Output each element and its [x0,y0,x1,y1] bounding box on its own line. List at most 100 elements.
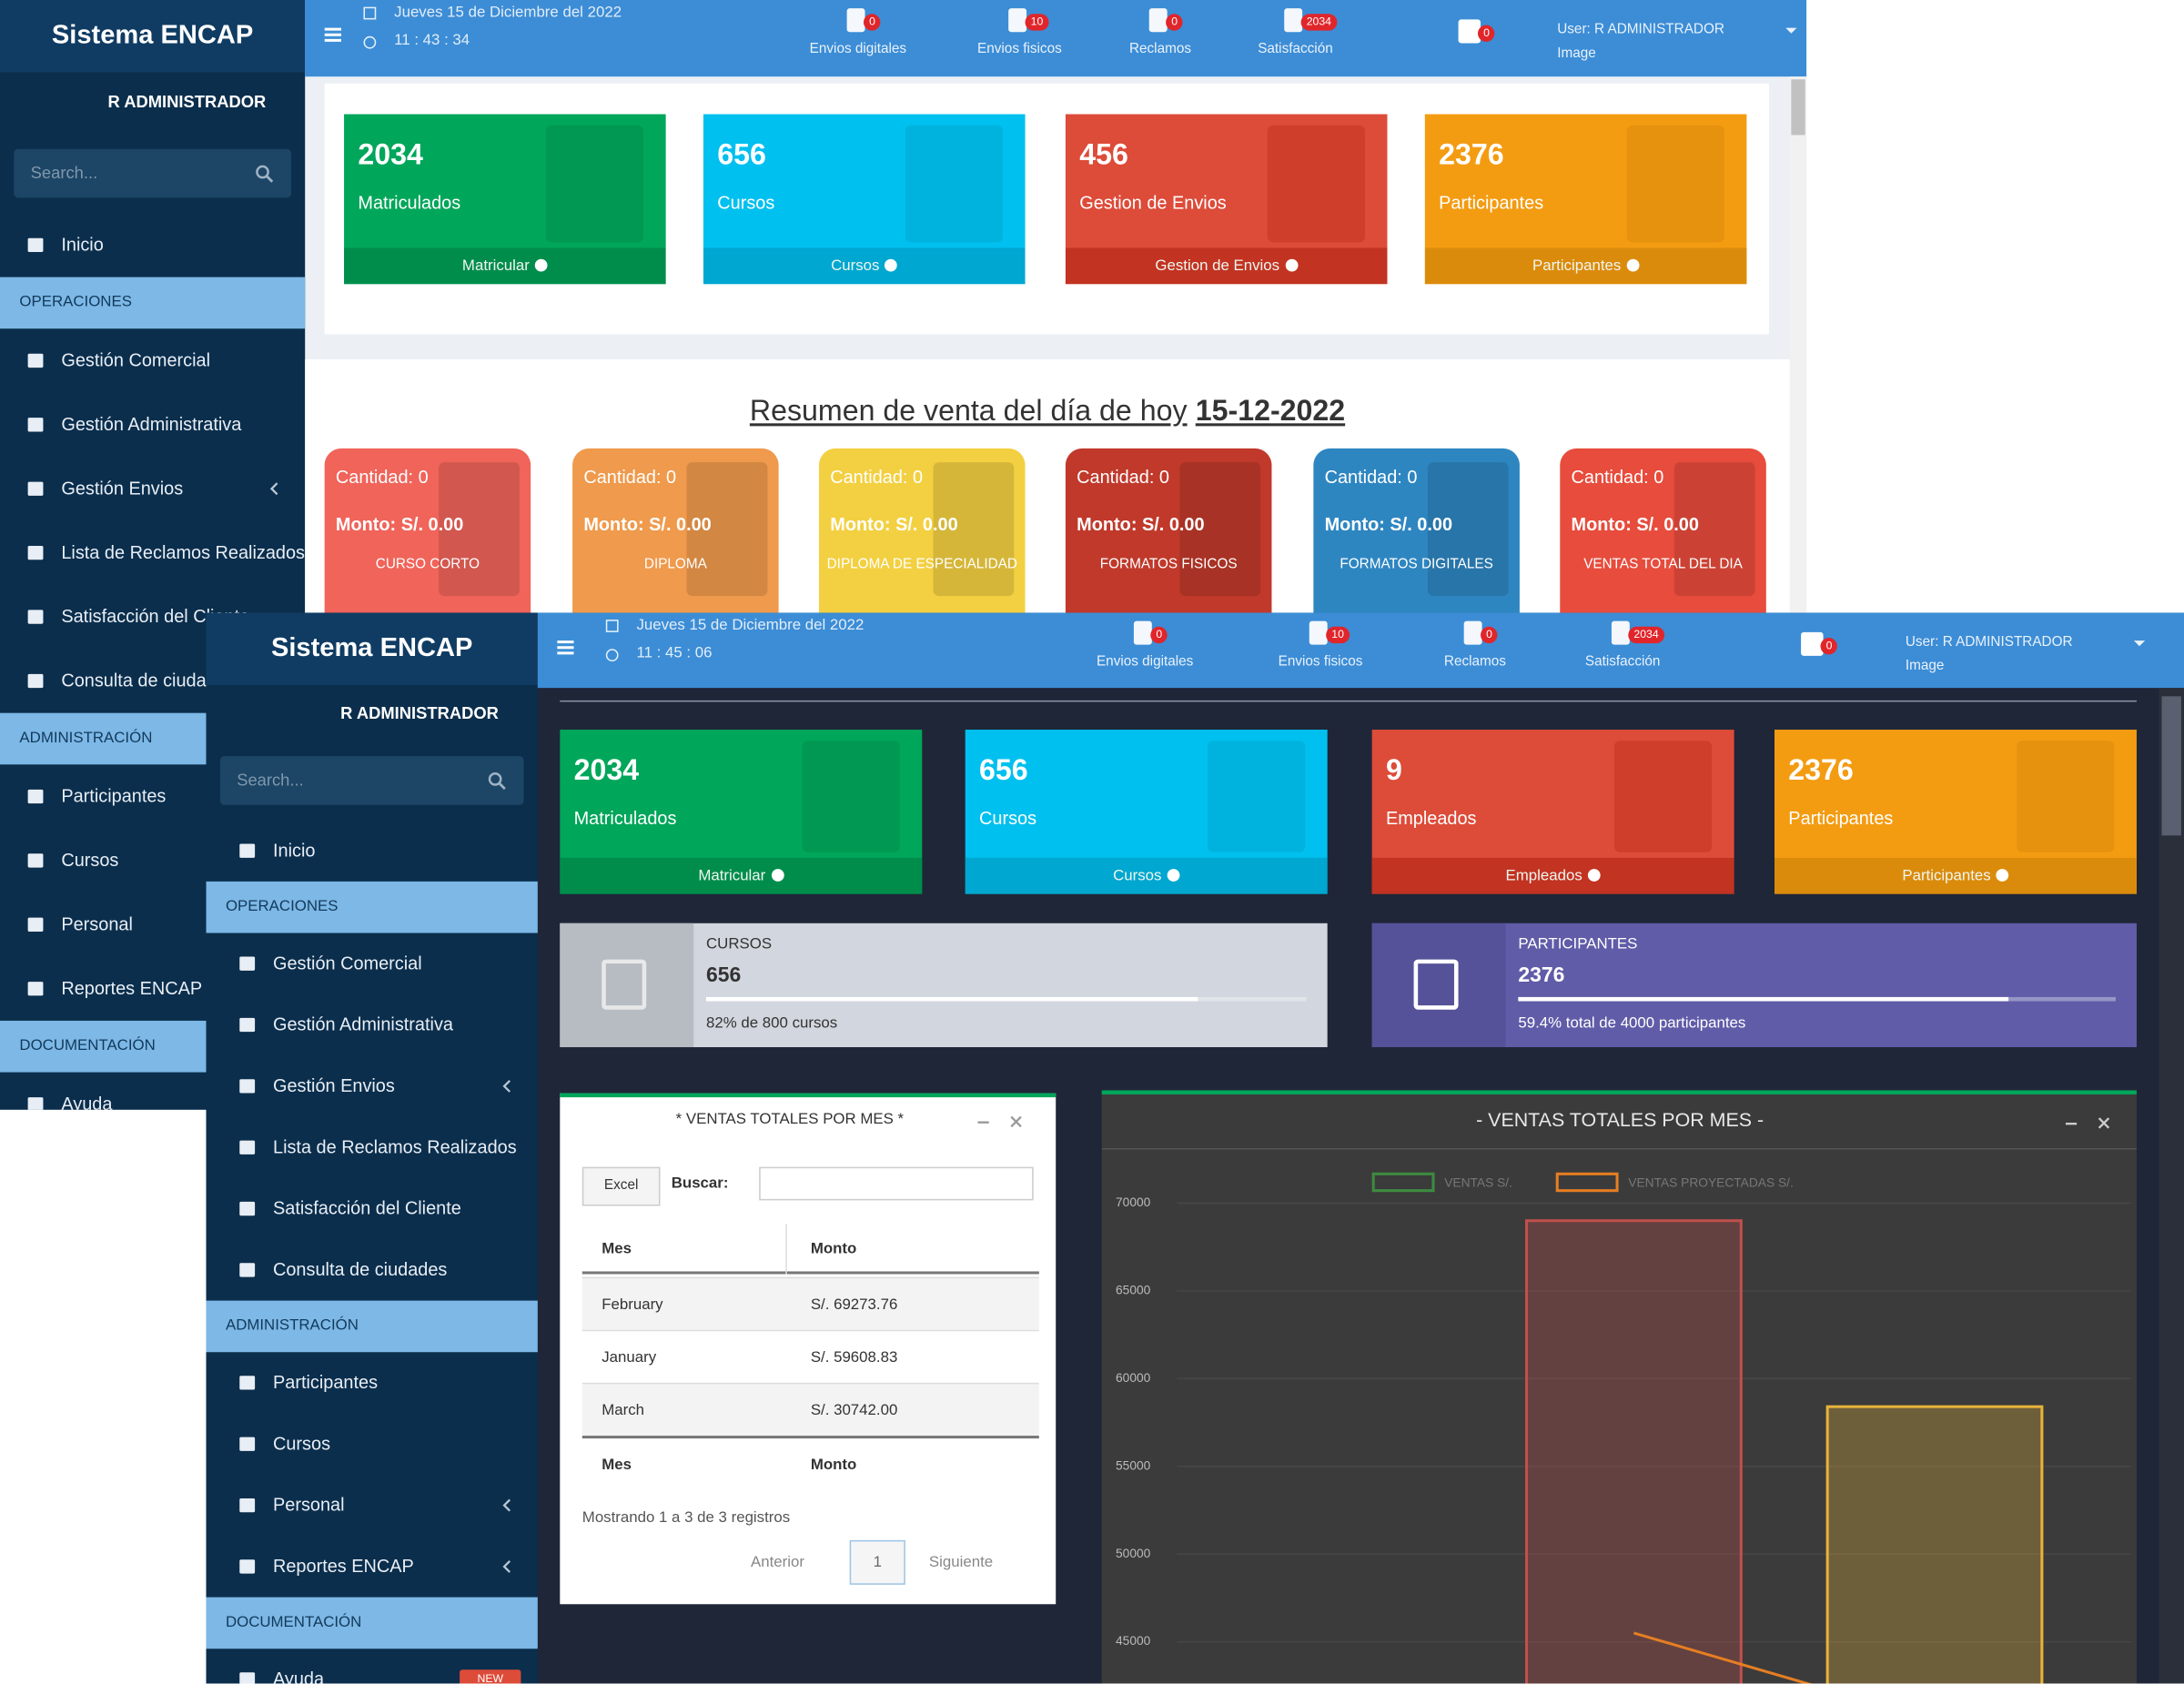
pagination-prev[interactable]: Anterior [750,1554,804,1571]
table-title: * VENTAS TOTALES POR MES * [675,1111,905,1128]
menu-item[interactable]: Ayuda [0,1073,305,1110]
menu-item[interactable]: Personal [0,892,305,956]
stat-card-link-label: Empleados [1505,867,1582,884]
menu-icon [27,673,44,689]
nav-icon [1148,8,1168,33]
menu-item[interactable]: Inicio [207,821,538,882]
content-divider [560,700,2137,702]
table-cell: Monto [810,1240,857,1258]
nav-item[interactable]: 0 Reclamos [1391,612,1559,688]
scrollbar-thumb [1791,79,1805,136]
summary-card-icon [1179,462,1261,597]
stat-card-link[interactable]: Cursos [965,857,1328,894]
stat-card-link[interactable]: Participantes [1424,247,1747,285]
menu-item[interactable]: Reportes ENCAP [0,957,305,1021]
nav-label: Satisfacción [1258,41,1333,57]
nav-item[interactable]: 2034 Satisfacción [1212,0,1380,76]
nav-item[interactable]: 10 Envios fisicos [936,0,1104,76]
stat-card-link[interactable]: Empleados [1371,857,1734,894]
menu-item[interactable]: Gestión Administrativa [0,393,305,457]
nav-item[interactable]: 0 Reclamos [1077,0,1244,76]
menu-label: Gestión Administrativa [272,1013,453,1035]
menu-item[interactable]: Gestión Administrativa [207,994,538,1055]
search-placeholder: Search... [237,770,304,790]
nav-label: Envios fisicos [977,41,1062,57]
time: 11 : 43 : 34 [394,32,470,49]
alerts[interactable]: 0 [1801,630,1856,666]
nav-icon [1611,620,1630,645]
stat-card-link[interactable]: Matricular [344,247,666,285]
panel-close [1010,1115,1022,1128]
menu-item[interactable]: Participantes [0,764,305,828]
pagination-page[interactable]: 1 [849,1539,905,1585]
nav-item[interactable]: 0 Envios digitales [1061,612,1228,688]
stat-card-link-label: Cursos [831,257,880,275]
stat-card: 456 Gestion de Envios Gestion de Envios [1065,114,1388,285]
sidebar-user: R ADMINISTRADOR [340,702,499,723]
excel-button[interactable]: Excel [581,1166,661,1206]
menu-item[interactable]: Personal [207,1475,538,1536]
menu-icon [27,917,44,932]
pagination-next[interactable]: Siguiente [928,1554,994,1571]
stat-card-link[interactable]: Participantes [1774,857,2137,894]
menu-item[interactable]: Cursos [0,829,305,892]
user-menu[interactable]: User: R ADMINISTRADOR Image [1906,635,2170,685]
menu-icon [239,1559,256,1574]
scrollbar [2159,688,2184,1684]
menu-item[interactable]: Ayuda NEW [207,1649,538,1684]
menu-item[interactable]: Cursos [207,1414,538,1475]
menu-icon [27,853,44,868]
menu-item[interactable]: Lista de Reclamos Realizados [0,520,305,584]
menu-chevron-line [502,1560,511,1573]
menu-item[interactable]: Inicio [0,213,305,277]
menu-chevron-line [502,1079,511,1093]
nav-item[interactable]: 0 Envios digitales [774,0,942,76]
stat-card-icon [802,741,900,852]
menu-item[interactable]: Gestión Comercial [207,933,538,994]
menu-icon [27,481,44,496]
menu-item[interactable]: Participantes [207,1352,538,1413]
stat-card-link[interactable]: Cursos [703,247,1026,285]
date: Jueves 15 de Diciembre del 2022 [636,617,864,634]
summary-date: 15-12-2022 [1195,395,1346,428]
stat-card-value: 2376 [1439,139,1504,172]
menu-item[interactable]: Satisfacción del Cliente [0,585,305,649]
alerts-icon [1458,19,1481,44]
menu-section: ADMINISTRACIÓN [206,1300,538,1353]
nav-label: Envios digitales [1096,654,1194,671]
menu-item[interactable]: Consulta de ciudades [207,1239,538,1300]
user-menu[interactable]: User: R ADMINISTRADOR Image [1557,22,1806,72]
badge: 0 [1150,626,1168,644]
menu-label: Gestión Comercial [61,349,211,371]
summary-amount: Monto: S/. 0.00 [583,513,712,535]
search-box[interactable]: Search... [219,756,524,805]
menu-item[interactable]: Reportes ENCAP [207,1536,538,1597]
menu-icon [239,1079,256,1094]
summary-label: DIPLOMA DE ESPECIALIDAD [826,557,1017,573]
menu-item[interactable]: Gestión Envios [0,457,305,520]
nav-item[interactable]: 2034 Satisfacción [1539,612,1706,688]
menu-item[interactable]: Consulta de ciudades [0,649,305,712]
menu-item[interactable]: Gestión Comercial [0,328,305,392]
stat-card-link[interactable]: Matricular [560,857,923,894]
legend-label: VENTAS PROYECTADAS S/. [1628,1176,1794,1190]
brand: Sistema ENCAP [0,0,306,73]
front-window: Sistema ENCAP R ADMINISTRADOR Search... Ini… [206,612,2184,1684]
search-box[interactable]: Search... [14,148,291,198]
stat-card-link[interactable]: Gestion de Envios [1065,247,1388,285]
summary-quantity: Cantidad: 0 [335,466,429,488]
search-input[interactable] [759,1166,1034,1201]
nav-item[interactable]: 10 Envios fisicos [1237,612,1404,688]
stat-card-link-label: Gestion de Envios [1155,257,1280,275]
menu-item[interactable]: Satisfacción del Cliente [207,1178,538,1239]
menu-item[interactable]: Lista de Reclamos Realizados [207,1117,538,1178]
menu-badge: NEW [460,1669,521,1684]
stat-card: 656 Cursos Cursos [703,114,1026,285]
alerts[interactable]: 0 [1458,16,1514,53]
panel-tools [977,1115,1022,1128]
stat-card-link-label: Participantes [1532,257,1622,275]
summary-amount: Monto: S/. 0.00 [1571,513,1699,535]
menu-item[interactable]: Gestión Envios [207,1055,538,1116]
stat-card-value: 656 [717,139,766,172]
search-icon [488,772,506,791]
